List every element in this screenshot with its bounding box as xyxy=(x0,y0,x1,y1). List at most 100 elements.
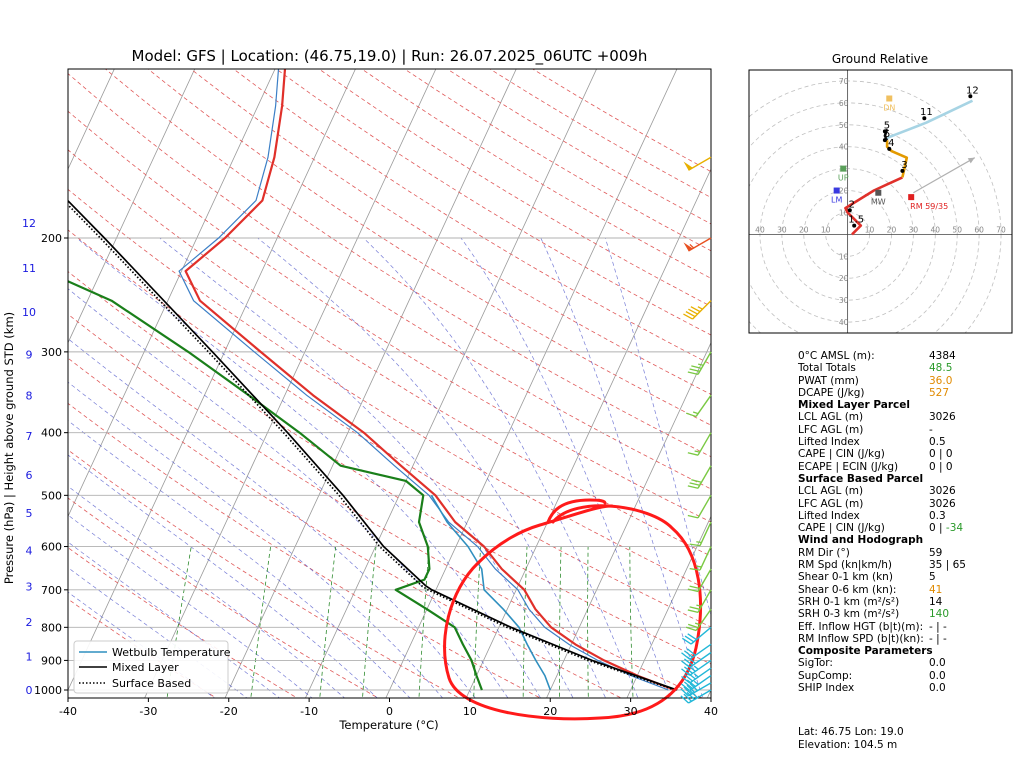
p-tick-label: 200 xyxy=(41,232,62,245)
wind-barb xyxy=(689,546,712,571)
hodograph-height-label: 11 xyxy=(920,107,933,118)
hodograph-ring-label: 40 xyxy=(755,225,765,234)
wind-barb-feather xyxy=(680,695,689,704)
stat-row: RM Dir (°) 59 xyxy=(798,546,943,559)
p-tick-label: 500 xyxy=(41,489,62,502)
hodograph-ring-label: 50 xyxy=(952,225,962,234)
wind-barb-feather xyxy=(687,371,699,376)
p-tick-label: 1000 xyxy=(34,684,62,697)
profile-dewpoint xyxy=(68,280,483,691)
km-tick-label: 0 xyxy=(26,684,33,697)
stat-row: LCL AGL (m) 3026 xyxy=(798,485,956,498)
wind-barb-staff xyxy=(689,643,712,660)
section-heading: Mixed Layer Parcel xyxy=(798,399,910,412)
stat-row: 0°C AMSL (m): 4384 xyxy=(798,350,956,362)
wind-barb xyxy=(687,568,712,593)
wind-barb-staff xyxy=(688,689,712,704)
hodograph-ring-label: 70 xyxy=(996,225,1006,234)
legend-label-surface-based: Surface Based xyxy=(112,677,191,690)
wind-barb-feather xyxy=(683,666,693,674)
stat-row: SRH 0-3 km (m²/s²) 140 xyxy=(798,608,950,621)
elevation: Elevation: 104.5 m xyxy=(798,738,898,751)
wind-barb-feather xyxy=(687,633,697,641)
p-tick-label: 400 xyxy=(41,427,62,440)
moist-adiabat xyxy=(257,237,606,698)
hodograph-height-label: 5 xyxy=(884,120,890,131)
wind-barb xyxy=(687,494,712,519)
wind-barb-staff xyxy=(699,546,712,571)
lat-lon: Lat: 46.75 Lon: 19.0 xyxy=(798,726,904,738)
wind-barb-staff xyxy=(695,394,712,417)
wind-barb-staff xyxy=(697,568,712,592)
stat-row: LFC AGL (m) - xyxy=(798,423,933,436)
wind-barb-feather xyxy=(681,668,691,676)
km-tick-label: 7 xyxy=(26,430,33,443)
wind-barb-feather xyxy=(683,693,692,702)
isotherm xyxy=(385,69,678,698)
dry-adiabat xyxy=(68,229,711,628)
hodograph-height-label: 1.5 xyxy=(848,215,864,226)
profile-temperature xyxy=(184,69,676,692)
hodograph-title: Ground Relative xyxy=(832,52,928,66)
x-axis-label: Temperature (°C) xyxy=(338,718,438,732)
stat-row: ECAPE | ECIN (J/kg) 0 | 0 xyxy=(798,460,953,473)
wind-barb-feather xyxy=(683,686,692,695)
wind-barb xyxy=(681,643,712,660)
wind-barb-feather xyxy=(691,479,702,483)
stat-row: Total Totals 48.5 xyxy=(798,362,953,375)
p-tick-label: 300 xyxy=(41,346,62,359)
wind-barb xyxy=(685,394,712,418)
wind-barb-staff xyxy=(688,682,712,697)
hodograph-ring-label: 40 xyxy=(931,225,941,234)
wind-barb-feather xyxy=(683,313,693,320)
hodograph-marker xyxy=(840,165,847,172)
wind-barb xyxy=(680,682,712,697)
hodograph-ring-label: 20 xyxy=(799,225,809,234)
p-tick-label: 800 xyxy=(41,621,62,634)
wind-barb-feather xyxy=(689,585,700,590)
stat-row: RM Spd (kn|km/h) 35 | 65 xyxy=(798,559,966,572)
wind-barb-feather xyxy=(681,660,691,668)
wind-barb xyxy=(687,589,712,613)
hodograph-marker-label: MW xyxy=(871,198,886,207)
km-tick-label: 4 xyxy=(26,544,33,557)
km-tick-label: 9 xyxy=(26,348,33,361)
mixing-ratio-line xyxy=(362,546,377,698)
km-tick-label: 10 xyxy=(22,306,36,319)
hodograph-ring-label: 20 xyxy=(839,274,849,283)
annotation-circle xyxy=(443,504,702,721)
legend: Wetbulb Temperature Mixed Layer Surface … xyxy=(73,640,231,694)
wind-barb-staff xyxy=(697,432,712,456)
dry-adiabat xyxy=(68,188,711,592)
hodograph-ring-label: 10 xyxy=(839,252,849,261)
hodograph-marker-label: RM 59/35 xyxy=(910,202,948,211)
wind-barb xyxy=(687,432,712,456)
isotherm xyxy=(144,69,437,698)
x-tick-label: -40 xyxy=(59,705,77,718)
hodograph-ring-label: 50 xyxy=(839,121,849,130)
hodograph-ring-label: 40 xyxy=(839,143,849,152)
isotherm xyxy=(224,69,517,698)
hodograph-trace xyxy=(844,176,903,236)
y-axis-label: Pressure (hPa) | Height above ground STD… xyxy=(2,312,16,584)
hodograph-ring-label: 50 xyxy=(839,340,849,349)
wind-barb-flag xyxy=(683,161,693,171)
km-tick-label: 1 xyxy=(26,650,33,663)
hodograph-ring-label: 30 xyxy=(909,225,919,234)
hodograph-marker xyxy=(886,95,893,102)
wind-barb-staff xyxy=(695,608,712,631)
hodograph-height-dot xyxy=(968,94,973,99)
hodograph-marker-label: LM xyxy=(831,196,842,205)
dry-adiabat xyxy=(68,357,623,698)
moist-adiabat xyxy=(68,514,313,698)
p-tick-label: 900 xyxy=(41,654,62,667)
wind-barb-staff xyxy=(699,521,712,546)
x-tick-label: -20 xyxy=(220,705,238,718)
wind-barb-half xyxy=(693,665,699,670)
wind-barb-staff xyxy=(689,651,712,668)
wind-barb-half xyxy=(693,673,699,678)
wind-barb-feather xyxy=(689,543,701,547)
wind-barb-half xyxy=(689,243,695,249)
wind-barb xyxy=(683,237,712,252)
